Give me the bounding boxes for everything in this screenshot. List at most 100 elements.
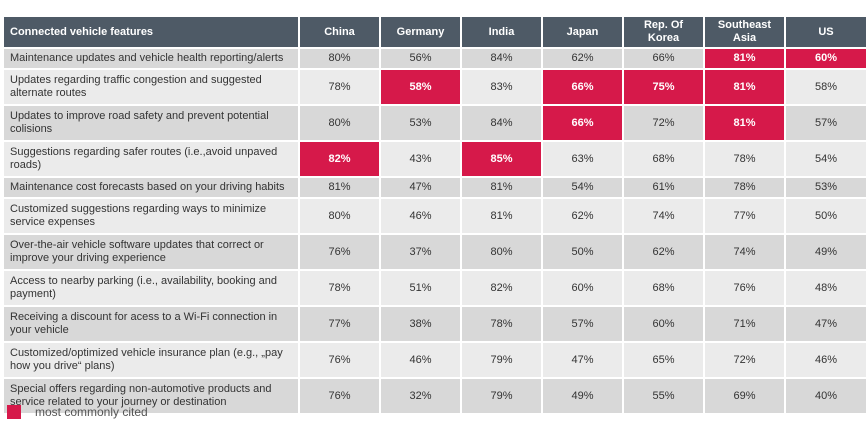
column-header-region: Germany (381, 17, 460, 47)
column-header-region: China (300, 17, 379, 47)
value-cell-highlighted: 75% (624, 70, 703, 104)
value-cell: 78% (300, 271, 379, 305)
table-row: Suggestions regarding safer routes (i.e.… (4, 142, 866, 176)
feature-label: Maintenance updates and vehicle health r… (4, 49, 298, 68)
feature-label: Special offers regarding non-automotive … (4, 379, 298, 413)
feature-label: Maintenance cost forecasts based on your… (4, 178, 298, 197)
feature-label: Access to nearby parking (i.e., availabi… (4, 271, 298, 305)
value-cell: 77% (705, 199, 784, 233)
value-cell: 43% (381, 142, 460, 176)
value-cell: 49% (543, 379, 622, 413)
legend: most commonly cited (7, 405, 148, 419)
column-header-region: India (462, 17, 541, 47)
value-cell: 32% (381, 379, 460, 413)
value-cell-highlighted: 81% (705, 49, 784, 68)
column-header-region: Japan (543, 17, 622, 47)
value-cell: 65% (624, 343, 703, 377)
feature-label: Receiving a discount for acess to a Wi-F… (4, 307, 298, 341)
value-cell: 76% (300, 343, 379, 377)
value-cell: 58% (786, 70, 866, 104)
value-cell-highlighted: 82% (300, 142, 379, 176)
legend-label: most commonly cited (35, 405, 148, 419)
feature-label: Customized suggestions regarding ways to… (4, 199, 298, 233)
value-cell: 46% (381, 343, 460, 377)
value-cell: 61% (624, 178, 703, 197)
value-cell: 74% (624, 199, 703, 233)
table-row: Customized/optimized vehicle insurance p… (4, 343, 866, 377)
value-cell: 62% (543, 199, 622, 233)
table-row: Maintenance cost forecasts based on your… (4, 178, 866, 197)
value-cell: 80% (462, 235, 541, 269)
value-cell-highlighted: 58% (381, 70, 460, 104)
value-cell: 40% (786, 379, 866, 413)
value-cell: 79% (462, 379, 541, 413)
feature-table-container: Connected vehicle features China Germany In… (2, 15, 866, 415)
value-cell: 84% (462, 49, 541, 68)
value-cell: 47% (786, 307, 866, 341)
value-cell: 60% (543, 271, 622, 305)
value-cell: 63% (543, 142, 622, 176)
value-cell: 55% (624, 379, 703, 413)
column-header-feature: Connected vehicle features (4, 17, 298, 47)
feature-label: Customized/optimized vehicle insurance p… (4, 343, 298, 377)
value-cell: 76% (705, 271, 784, 305)
feature-label: Updates regarding traffic congestion and… (4, 70, 298, 104)
value-cell-highlighted: 81% (705, 70, 784, 104)
feature-label: Suggestions regarding safer routes (i.e.… (4, 142, 298, 176)
value-cell: 46% (786, 343, 866, 377)
value-cell: 57% (786, 106, 866, 140)
value-cell: 66% (624, 49, 703, 68)
value-cell: 78% (462, 307, 541, 341)
value-cell: 81% (462, 199, 541, 233)
value-cell: 78% (300, 70, 379, 104)
value-cell: 53% (381, 106, 460, 140)
value-cell: 37% (381, 235, 460, 269)
value-cell: 76% (300, 235, 379, 269)
table-row: Customized suggestions regarding ways to… (4, 199, 866, 233)
value-cell: 81% (300, 178, 379, 197)
value-cell: 79% (462, 343, 541, 377)
value-cell: 80% (300, 49, 379, 68)
table-row: Over-the-air vehicle software updates th… (4, 235, 866, 269)
value-cell-highlighted: 66% (543, 70, 622, 104)
value-cell-highlighted: 60% (786, 49, 866, 68)
value-cell: 77% (300, 307, 379, 341)
value-cell: 76% (300, 379, 379, 413)
value-cell: 71% (705, 307, 784, 341)
value-cell: 84% (462, 106, 541, 140)
feature-label: Updates to improve road safety and preve… (4, 106, 298, 140)
value-cell: 62% (543, 49, 622, 68)
table-row: Special offers regarding non-automotive … (4, 379, 866, 413)
legend-swatch (7, 405, 21, 419)
value-cell: 47% (381, 178, 460, 197)
value-cell: 80% (300, 199, 379, 233)
table-header-row: Connected vehicle features China Germany In… (4, 17, 866, 47)
value-cell: 62% (624, 235, 703, 269)
value-cell: 60% (624, 307, 703, 341)
table-body: Maintenance updates and vehicle health r… (4, 49, 866, 413)
feature-label: Over-the-air vehicle software updates th… (4, 235, 298, 269)
value-cell: 57% (543, 307, 622, 341)
value-cell: 49% (786, 235, 866, 269)
table-row: Updates to improve road safety and preve… (4, 106, 866, 140)
value-cell: 56% (381, 49, 460, 68)
table-row: Access to nearby parking (i.e., availabi… (4, 271, 866, 305)
value-cell: 50% (543, 235, 622, 269)
column-header-region: US (786, 17, 866, 47)
value-cell: 48% (786, 271, 866, 305)
value-cell: 51% (381, 271, 460, 305)
connected-vehicle-features-table: Connected vehicle features China Germany In… (2, 15, 868, 415)
value-cell: 54% (543, 178, 622, 197)
table-row: Updates regarding traffic congestion and… (4, 70, 866, 104)
value-cell: 74% (705, 235, 784, 269)
value-cell: 46% (381, 199, 460, 233)
value-cell: 50% (786, 199, 866, 233)
value-cell: 80% (300, 106, 379, 140)
column-header-region: Southeast Asia (705, 17, 784, 47)
value-cell: 53% (786, 178, 866, 197)
value-cell: 81% (462, 178, 541, 197)
value-cell: 38% (381, 307, 460, 341)
value-cell: 69% (705, 379, 784, 413)
table-row: Maintenance updates and vehicle health r… (4, 49, 866, 68)
value-cell: 82% (462, 271, 541, 305)
